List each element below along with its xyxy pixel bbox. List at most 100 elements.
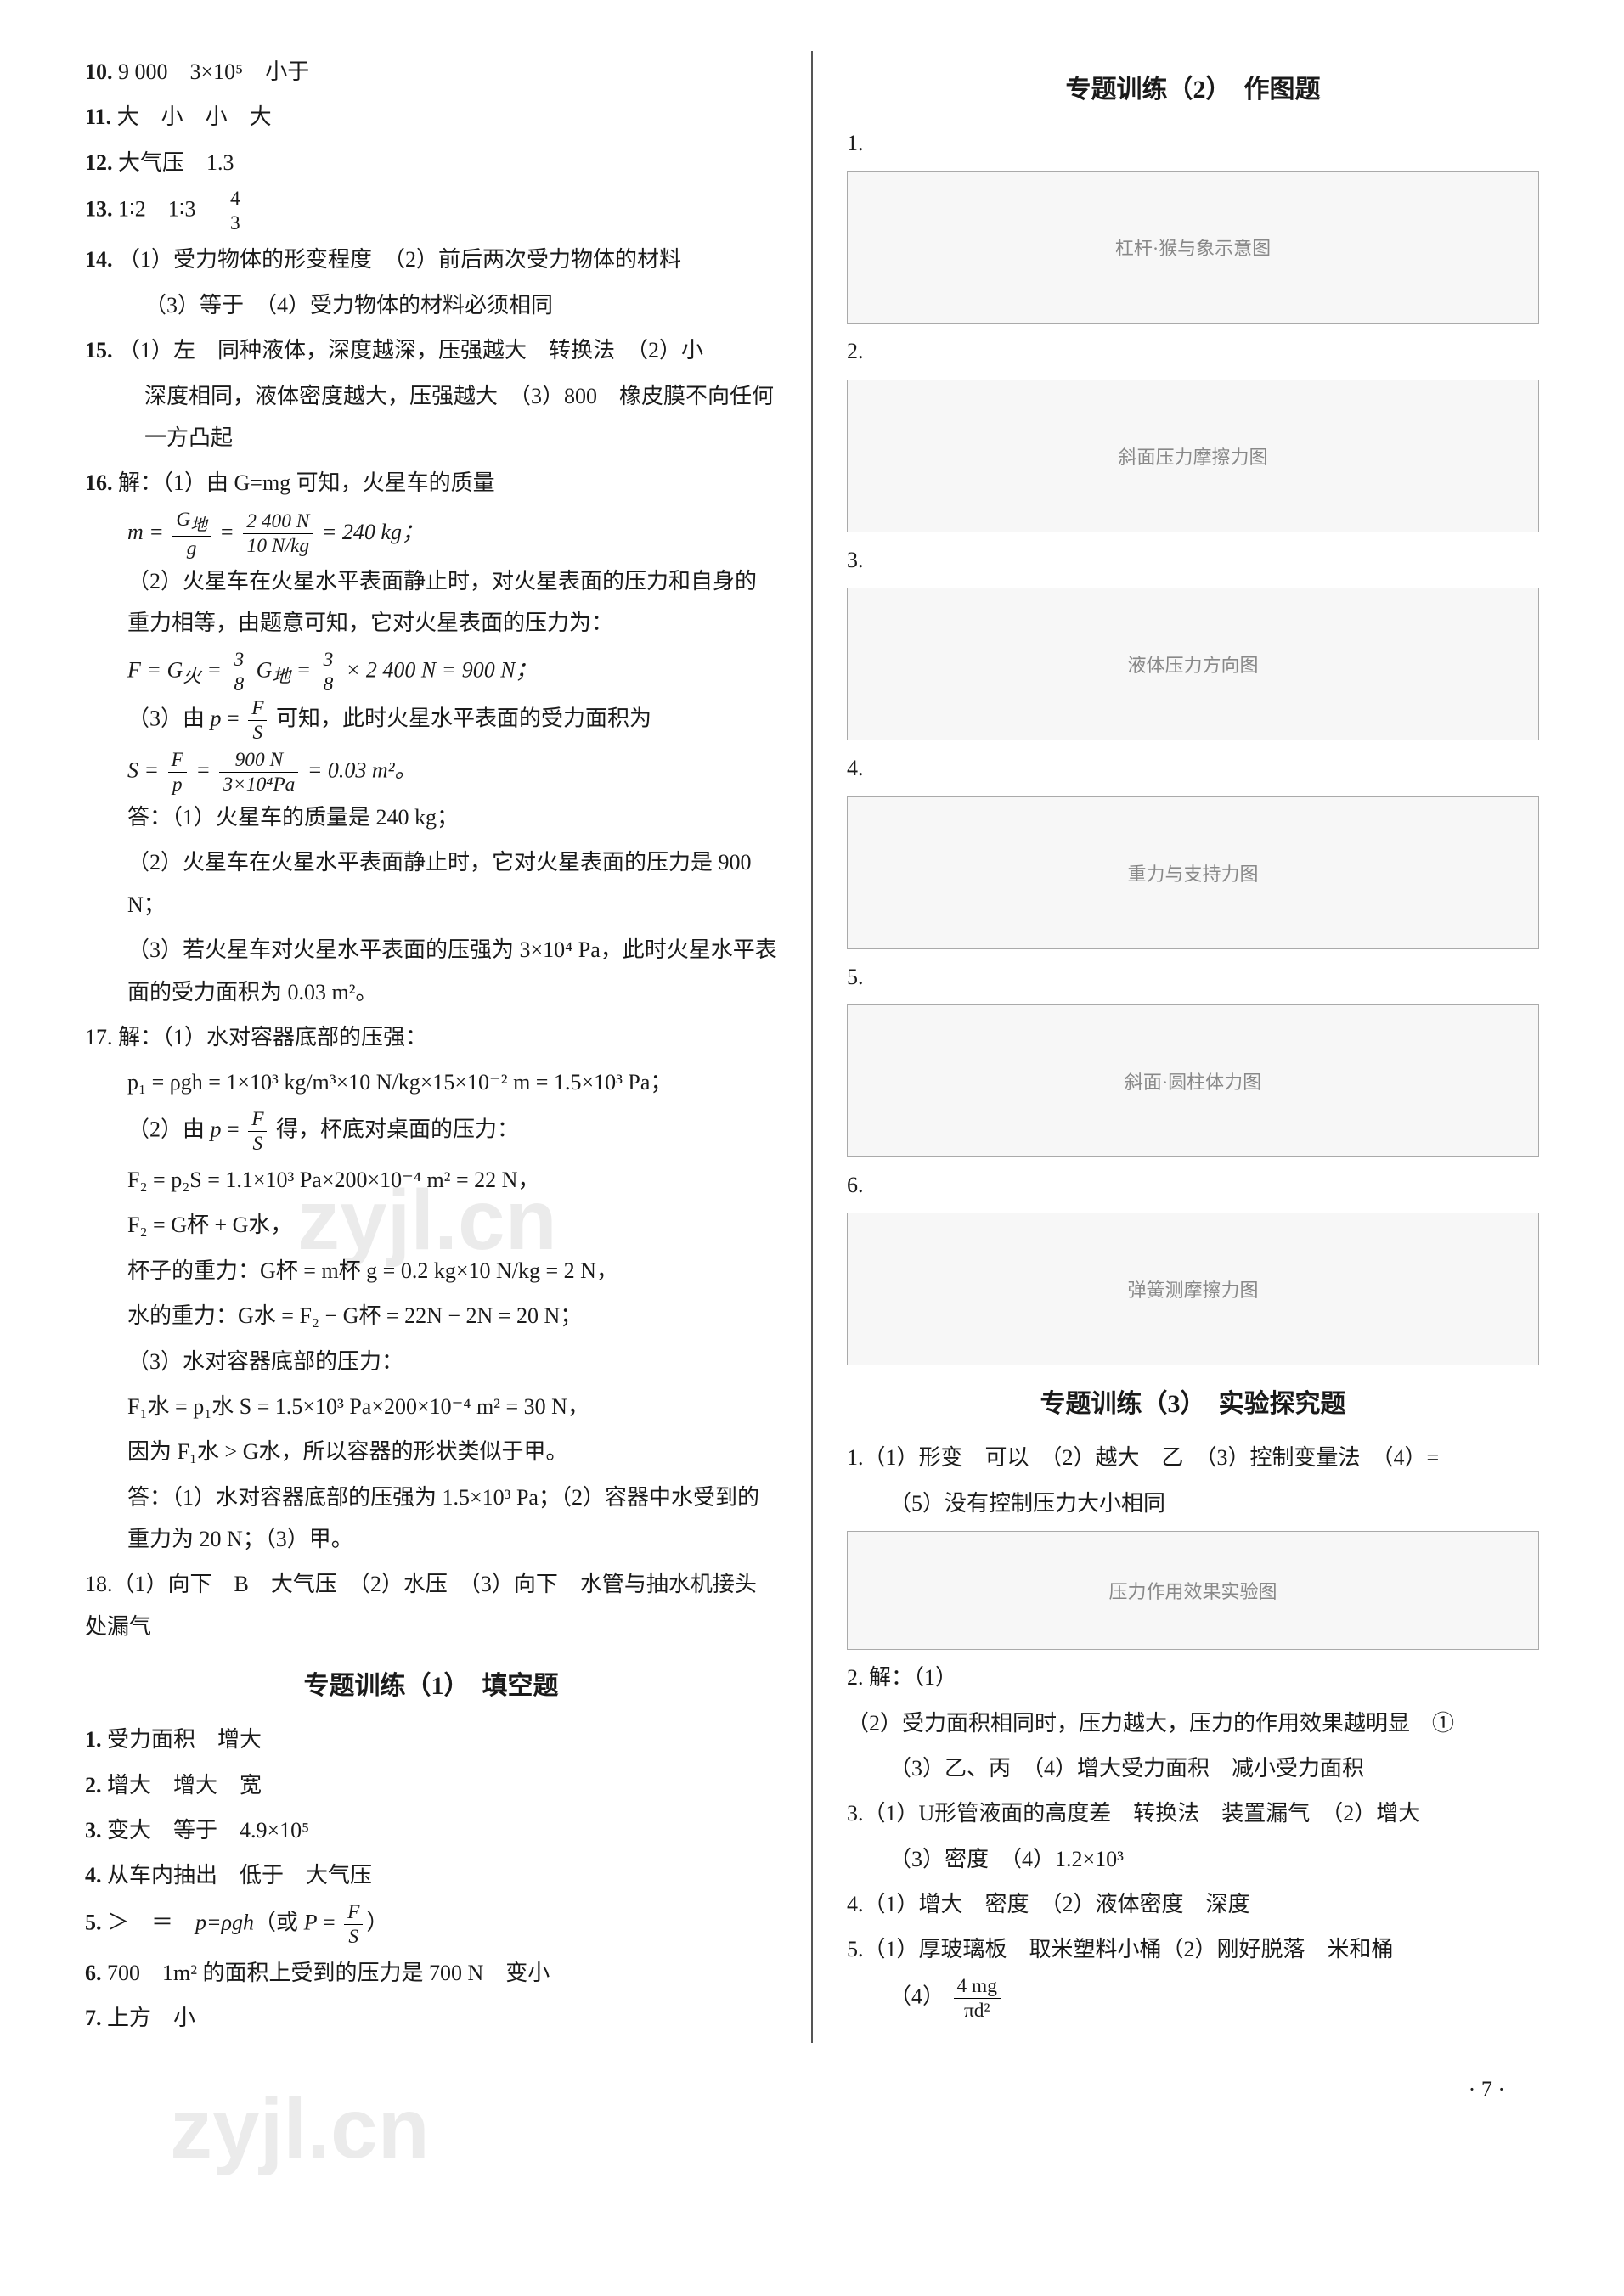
q17-head: 17. 解：（1）水对容器底部的压强： — [85, 1016, 777, 1058]
answer-15: 15. （1）左 同种液体，深度越深，压强越大 转换法 （2）小 — [85, 329, 777, 371]
q-num: 10. — [85, 59, 113, 84]
fig1-num: 1. — [847, 122, 1539, 164]
q16-ans-b: （2）火星车在火星水平表面静止时，它对火星表面的压力是 900 N； — [85, 841, 777, 926]
answer-text: （3）等于 （4）受力物体的材料必须相同 — [144, 293, 553, 318]
q16-ans-a: 答：（1）火星车的质量是 240 kg； — [85, 796, 777, 838]
q16-formula-2: F = G火 = 38 G地 = 38 × 2 400 N = 900 N； — [85, 648, 777, 696]
q-num: 7. — [85, 2006, 102, 2030]
answer-text: （1）左 同种液体，深度越深，压强越大 转换法 （2）小 — [118, 338, 703, 363]
figure-4: 重力与支持力图 — [847, 796, 1539, 949]
s1-3: 3. 变大 等于 4.9×10⁵ — [85, 1809, 777, 1851]
q-num: 4. — [85, 1863, 102, 1888]
q17-5: 杯子的重力：G杯 = m杯 g = 0.2 kg×10 N/kg = 2 N， — [85, 1250, 777, 1292]
q17-9: 因为 F₁水 > G水，所以容器的形状类似于甲。 — [85, 1431, 777, 1472]
answer-12: 12. 大气压 1.3 — [85, 142, 777, 183]
answer-text: 700 1m² 的面积上受到的压力是 700 N 变小 — [107, 1961, 550, 1985]
figure-label: 压力作用效果实验图 — [1108, 1577, 1277, 1604]
answer-text: 深度相同，液体密度越大，压强越大 （3）800 橡皮膜不向任何一方凸起 — [144, 384, 774, 450]
figure-2: 斜面压力摩擦力图 — [847, 380, 1539, 532]
q16-text-3: （3）由 p = FS 可知，此时火星水平表面的受力面积为 — [85, 696, 777, 745]
q-num: 11. — [85, 104, 111, 129]
s3-3b: （3）密度 （4）1.2×10³ — [847, 1838, 1539, 1880]
figure-5: 斜面·圆柱体力图 — [847, 1004, 1539, 1157]
figure-label: 斜面压力摩擦力图 — [1118, 442, 1267, 470]
q18: 18.（1）向下 B 大气压 （2）水压 （3）向下 水管与抽水机接头处漏气 — [85, 1563, 777, 1647]
answer-11: 11. 大 小 小 大 — [85, 96, 777, 138]
answer-text: 解：（1）由 G=mg 可知，火星车的质量 — [118, 470, 495, 495]
s3-5: 5.（1）厚玻璃板 取米塑料小桶（2）刚好脱落 米和桶 — [847, 1928, 1539, 1970]
figure-label: 弹簧测摩擦力图 — [1127, 1275, 1258, 1303]
q17-1: p₁ = ρgh = 1×10³ kg/m³×10 N/kg×15×10⁻² m… — [85, 1061, 777, 1103]
answer-14: 14. （1）受力物体的形变程度 （2）前后两次受力物体的材料 — [85, 239, 777, 280]
s3-2b: （2）受力面积相同时，压力越大，压力的作用效果越明显 ① — [847, 1702, 1539, 1744]
fig2-num: 2. — [847, 330, 1539, 372]
answer-text: 9 000 3×10⁵ 小于 — [118, 59, 309, 84]
figure-label: 杠杆·猴与象示意图 — [1115, 234, 1271, 261]
page-number: · 7 · — [85, 2077, 1539, 2102]
s3-5b: （4） 4 mg πd² — [847, 1974, 1539, 2023]
q17-6: 水的重力：G水 = F₂ − G杯 = 22N − 2N = 20 N； — [85, 1295, 777, 1337]
figure-1: 杠杆·猴与象示意图 — [847, 171, 1539, 324]
s3-4: 4.（1）增大 密度 （2）液体密度 深度 — [847, 1883, 1539, 1925]
q17-2: （2）由 p = FS 得，杯底对桌面的压力： — [85, 1107, 777, 1156]
q-num: 14. — [85, 247, 113, 272]
column-divider — [811, 51, 813, 2043]
s1-5: 5. ＞ ＝ p=ρgh（或 P = FS） — [85, 1900, 777, 1949]
q-num: 3. — [85, 1818, 102, 1843]
fig3-num: 3. — [847, 539, 1539, 581]
answer-text: 1∶2 1∶3 — [118, 197, 218, 222]
answer-text: 变大 等于 4.9×10⁵ — [107, 1818, 309, 1843]
page-container: 10. 9 000 3×10⁵ 小于 11. 大 小 小 大 12. 大气压 1… — [85, 51, 1539, 2043]
fraction: 4 mg πd² — [954, 1974, 1001, 2023]
frac-prefix: （4） — [889, 1984, 945, 2008]
q17-10: 答：（1）水对容器底部的压强为 1.5×10³ Pa；（2）容器中水受到的重力为… — [85, 1477, 777, 1561]
q17-3: F₂ = p₂S = 1.1×10³ Pa×200×10⁻⁴ m² = 22 N… — [85, 1159, 777, 1201]
q-num: 16. — [85, 470, 113, 495]
answer-13: 13. 1∶2 1∶3 4 3 — [85, 187, 777, 235]
s1-4: 4. 从车内抽出 低于 大气压 — [85, 1854, 777, 1896]
right-column: 专题训练（2） 作图题 1. 杠杆·猴与象示意图 2. 斜面压力摩擦力图 3. … — [847, 51, 1539, 2043]
answer-text: 受力面积 增大 — [107, 1727, 262, 1752]
figure-label: 液体压力方向图 — [1127, 650, 1258, 678]
q16-formula-3: S = Fp = 900 N3×10⁴Pa = 0.03 m²。 — [85, 748, 777, 796]
frac-num: 4 mg — [954, 1974, 1001, 1999]
answer-text: 增大 增大 宽 — [107, 1773, 262, 1798]
answer-text: 上方 小 — [107, 2006, 195, 2030]
s3-1b: （5）没有控制压力大小相同 — [847, 1483, 1539, 1524]
fig6-num: 6. — [847, 1164, 1539, 1206]
answer-14b: （3）等于 （4）受力物体的材料必须相同 — [85, 284, 777, 326]
frac-den: 3 — [227, 211, 244, 235]
frac-den: πd² — [954, 1999, 1001, 2023]
section2-title: 专题训练（2） 作图题 — [847, 68, 1539, 105]
frac-num: 4 — [227, 187, 244, 211]
left-column: 10. 9 000 3×10⁵ 小于 11. 大 小 小 大 12. 大气压 1… — [85, 51, 777, 2043]
answer-text: 从车内抽出 低于 大气压 — [107, 1863, 372, 1888]
fig4-num: 4. — [847, 747, 1539, 789]
s3-3: 3.（1）U形管液面的高度差 转换法 装置漏气 （2）增大 — [847, 1792, 1539, 1834]
q16-ans-c: （3）若火星车对火星水平表面的压强为 3×10⁴ Pa，此时火星水平表面的受力面… — [85, 929, 777, 1013]
s1-6: 6. 700 1m² 的面积上受到的压力是 700 N 变小 — [85, 1952, 777, 1994]
q-num: 2. — [85, 1773, 102, 1798]
figure-3: 液体压力方向图 — [847, 588, 1539, 740]
section3-title: 专题训练（3） 实验探究题 — [847, 1382, 1539, 1420]
q16-formula-1: m = G地g = 2 400 N10 N/kg = 240 kg； — [85, 508, 777, 560]
q17-7: （3）水对容器底部的压力： — [85, 1341, 777, 1382]
q17-4: F₂ = G杯 + G水， — [85, 1204, 777, 1246]
answer-text: 大气压 1.3 — [118, 150, 234, 175]
figure-6: 弹簧测摩擦力图 — [847, 1213, 1539, 1365]
fraction: 4 3 — [227, 187, 244, 235]
figure-label: 重力与支持力图 — [1127, 859, 1258, 886]
answer-10: 10. 9 000 3×10⁵ 小于 — [85, 51, 777, 93]
answer-15b: 深度相同，液体密度越大，压强越大 （3）800 橡皮膜不向任何一方凸起 — [85, 375, 777, 459]
s1-1: 1. 受力面积 增大 — [85, 1719, 777, 1760]
answer-text: 大 小 小 大 — [117, 104, 272, 129]
s3-2c: （3）乙、丙 （4）增大受力面积 减小受力面积 — [847, 1747, 1539, 1789]
s1-7: 7. 上方 小 — [85, 1997, 777, 2039]
q16-text-2: （2）火星车在火星水平表面静止时，对火星表面的压力和自身的重力相等，由题意可知，… — [85, 560, 777, 644]
s3-1: 1.（1）形变 可以 （2）越大 乙 （3）控制变量法 （4）= — [847, 1437, 1539, 1478]
s1-2: 2. 增大 增大 宽 — [85, 1764, 777, 1806]
fig5-num: 5. — [847, 956, 1539, 998]
s3-2: 2. 解：（1） — [847, 1657, 1539, 1698]
q17-8: F₁水 = p₁水 S = 1.5×10³ Pa×200×10⁻⁴ m² = 3… — [85, 1386, 777, 1427]
q-num: 15. — [85, 338, 113, 363]
